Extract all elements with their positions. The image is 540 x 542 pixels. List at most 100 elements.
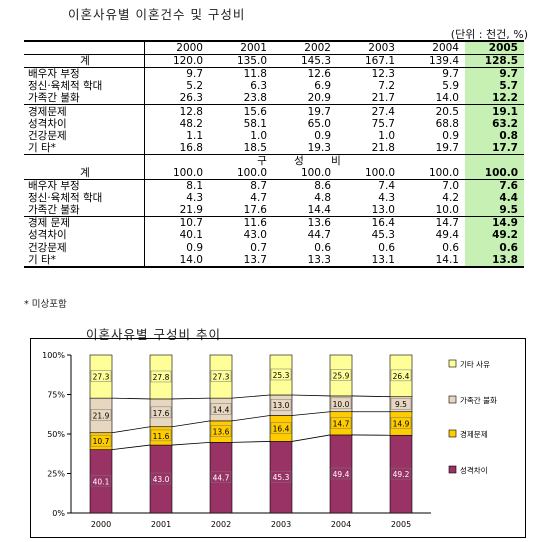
table-cell: 0.8 [465,129,524,142]
table-cell: 100.0 [401,166,465,181]
row-label: 계 [24,54,145,69]
table-row: 성격차이 48.2 58.1 65.0 75.7 68.8 63.2 [24,117,524,130]
table-cell: 1.0 [378,129,395,142]
table-cell: 11.6 [209,216,273,230]
table-cell: 43.0 [243,229,267,242]
table-cell: 7.6 [465,179,524,193]
table-header-row: 2000 2001 2002 2003 2004 2005 [24,40,524,56]
table-cell: 21.9 [144,204,209,217]
x-tick-label: 2003 [271,520,291,529]
table-cell: 16.8 [144,141,209,155]
x-tick-label: 2002 [211,520,231,529]
series-connector-line [291,394,331,397]
data-label: 27.3 [93,373,110,382]
table-cell: 135.0 [209,54,273,69]
row-label: 건강문제 [28,241,67,254]
row-label: 기 타* [24,253,145,268]
series-connector-line [111,444,151,451]
table-cell: 11.8 [209,67,273,81]
y-tick-label: 100% [42,351,65,360]
data-label-box [330,397,352,410]
section-blank [24,153,145,167]
table-cell: 21.8 [371,141,395,154]
table-cell: 4.3 [378,192,395,205]
table-row: 가족간 불화 26.3 23.8 20.9 21.7 14.0 12.2 [24,92,524,105]
table-cell: 9.7 [465,67,524,81]
table-cell: 5.2 [144,80,209,93]
table-cell: 1.1 [144,129,209,142]
table-row: 정신·육체적 학대 5.2 6.3 6.9 7.2 5.9 5.7 [24,80,524,93]
series-connector-line [171,420,211,428]
table-row: 배우자 부정 9.7 11.8 12.6 12.3 9.7 9.7 [24,67,524,81]
data-label: 25.9 [333,371,350,380]
row-label: 기 타* [28,141,56,154]
data-label: 16.4 [273,424,290,433]
table-cell: 19.3 [307,141,331,154]
data-label-box [330,467,352,480]
table-cell: 13.3 [273,253,337,268]
table-cell: 0.6 [465,241,524,254]
data-label-box [390,467,412,480]
table-cell: 17.6 [243,204,267,217]
data-label: 11.6 [153,432,170,441]
table-cell: 12.6 [273,67,337,81]
table-cell: 45.3 [371,229,395,242]
table-cell: 23.8 [243,92,267,105]
table-cell: 14.0 [144,253,209,268]
series-connector-line [231,415,271,422]
table-cell: 5.7 [465,80,524,93]
table-cell: 13.1 [337,253,401,268]
series-connector-line [111,397,151,400]
row-label: 가족간 불화 [28,92,80,105]
section-row: 구 성 비 [24,153,524,167]
header-year: 2005 [465,40,524,56]
table-cell: 139.4 [401,54,465,69]
legend-label: 성격차이 [460,465,488,475]
legend-swatch [448,359,457,368]
series-connector-line [291,434,331,442]
row-label: 건강문제 [28,129,67,142]
series-connector-line [231,441,271,443]
table-cell: 13.7 [209,253,273,268]
table-cell: 44.7 [307,229,331,242]
data-label-box [90,475,112,487]
header-year: 2001 [209,40,273,56]
table-cell: 49.2 [465,229,524,242]
table-cell: 6.3 [250,80,267,93]
data-label-box [150,429,172,442]
data-label: 17.6 [153,409,170,418]
data-label: 14.9 [393,419,410,428]
table-cell: 145.3 [273,54,337,69]
table-cell: 12.8 [144,104,209,118]
stats-table: 2000 2001 2002 2003 2004 2005 계 120.0 135.0 145.3… [24,40,524,268]
table-cell: 12.2 [465,92,524,105]
table-cell: 128.5 [465,54,524,69]
table-cell: 16.4 [337,216,401,230]
table-cell: 20.9 [307,92,331,105]
series-connector-line [171,441,211,446]
table-cell: 100.0 [209,166,273,181]
data-label: 49.2 [393,470,410,479]
table-row: 기 타* 16.8 18.5 19.3 21.8 19.7 17.7 [24,141,524,155]
table-cell: 14.9 [465,216,524,230]
table-cell: 4.8 [314,192,331,205]
x-tick-label: 2004 [331,520,351,529]
data-label: 10.0 [333,400,350,409]
table-cell: 14.0 [435,92,459,105]
table-cell: 100.0 [465,166,524,181]
table-cell: 65.0 [307,117,331,130]
table-cell: 12.3 [337,67,401,81]
table-cell: 14.1 [401,253,465,268]
data-label-box [150,406,172,419]
data-label-box [270,422,292,434]
table-cell: 7.2 [378,80,395,93]
table-cell: 9.7 [401,67,465,81]
table-cell: 4.7 [250,192,267,205]
data-label-box [330,369,352,381]
data-label: 10.7 [93,437,110,446]
table-cell: 1.0 [250,129,267,142]
table-row: 계 100.0 100.0 100.0 100.0 100.0 100.0 [24,166,524,181]
data-label: 25.3 [273,371,290,380]
table-cell: 10.0 [435,204,459,217]
table-cell: 40.1 [144,229,209,242]
